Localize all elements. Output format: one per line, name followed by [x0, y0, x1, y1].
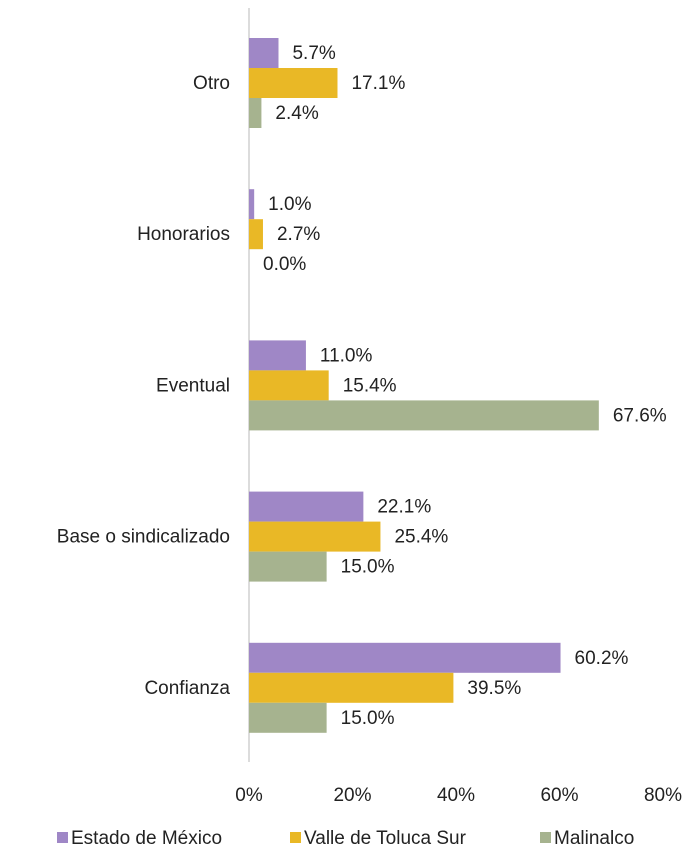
bar: [249, 189, 255, 220]
x-tick-label: 0%: [235, 785, 263, 806]
x-tick-label: 40%: [437, 785, 475, 806]
bar: [249, 672, 454, 703]
bar: [249, 702, 327, 733]
y-tick-label: Otro: [193, 73, 230, 94]
bar: [249, 219, 263, 250]
data-label: 60.2%: [575, 648, 629, 669]
bar: [249, 551, 327, 582]
data-label: 2.4%: [275, 103, 318, 124]
legend-label: Estado de México: [71, 828, 222, 849]
legend-label: Malinalco: [554, 828, 634, 849]
data-label: 39.5%: [467, 678, 521, 699]
x-tick-label: 20%: [333, 785, 371, 806]
legend-swatch: [540, 832, 551, 843]
y-tick-label: Eventual: [156, 375, 230, 396]
bar: [249, 521, 381, 552]
bar: [249, 68, 338, 98]
bar: [249, 400, 599, 431]
legend-label: Valle de Toluca Sur: [304, 828, 467, 849]
data-label: 17.1%: [351, 73, 405, 94]
data-label: 15.4%: [343, 375, 397, 396]
legend-swatch: [57, 832, 68, 843]
bar: [249, 340, 306, 371]
data-label: 15.0%: [341, 557, 395, 578]
data-label: 2.7%: [277, 224, 320, 245]
bar: [249, 38, 279, 68]
bar: [249, 491, 364, 522]
x-tick-label: 80%: [644, 785, 682, 806]
data-label: 25.4%: [394, 527, 448, 548]
data-label: 1.0%: [268, 194, 311, 215]
y-tick-label: Confianza: [144, 678, 230, 699]
legend-swatch: [290, 832, 301, 843]
bar: [249, 370, 329, 401]
x-tick-label: 60%: [540, 785, 578, 806]
data-label: 67.6%: [613, 405, 667, 426]
data-label: 15.0%: [341, 708, 395, 729]
bar: [249, 642, 561, 673]
y-tick-label: Honorarios: [137, 224, 230, 245]
data-label: 11.0%: [320, 345, 373, 366]
y-tick-label: Base o sindicalizado: [57, 527, 230, 548]
data-label: 22.1%: [377, 497, 431, 518]
bar: [249, 98, 262, 128]
data-label: 5.7%: [292, 43, 335, 64]
data-label: 0.0%: [263, 254, 306, 275]
